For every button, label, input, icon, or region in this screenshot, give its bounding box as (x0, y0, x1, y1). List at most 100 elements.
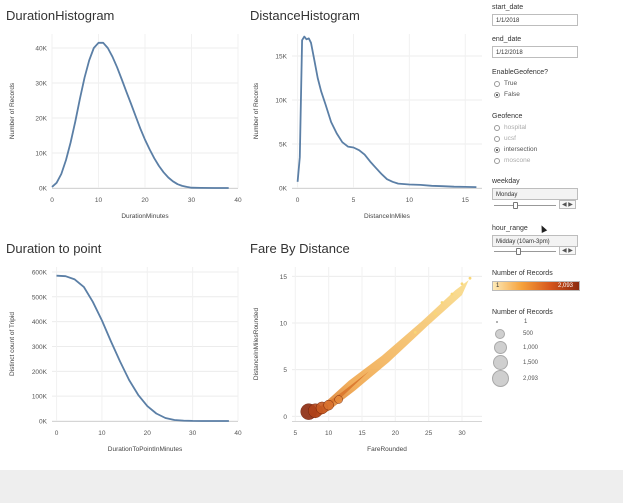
y-tick-label: 500K (32, 294, 48, 301)
size-legend-label: 2,093 (523, 375, 539, 382)
y-tick-label: 5 (283, 367, 287, 374)
x-tick-label: 0 (50, 197, 54, 204)
x-tick-label: 40 (234, 430, 242, 437)
y-tick-label: 15 (280, 274, 288, 281)
radio-icon (494, 135, 500, 142)
scatter-point[interactable] (468, 276, 472, 280)
bottom-band (0, 470, 623, 503)
radio-selected-icon (494, 91, 500, 98)
size-dot-icon (493, 355, 508, 370)
y-tick-label: 30K (35, 81, 47, 88)
x-tick-label: 0 (55, 430, 59, 437)
x-tick-label: 10 (95, 197, 103, 204)
size-dot-icon (496, 321, 498, 323)
x-tick-label: 30 (189, 430, 197, 437)
x-tick-label: 5 (352, 197, 356, 204)
series-line[interactable] (51, 41, 229, 189)
start-date-input[interactable]: 1/1/2018 (492, 14, 578, 26)
hour-range-label: hour_range (492, 225, 528, 232)
end-date-label: end_date (492, 36, 522, 43)
y-tick-label: 400K (32, 319, 48, 326)
radio-icon (494, 124, 500, 131)
x-tick-label: 0 (296, 197, 300, 204)
size-dot-icon (492, 370, 509, 387)
scatter-point[interactable] (460, 282, 464, 286)
sheet-title-fare-by-distance: Fare By Distance (250, 241, 350, 256)
geofence-option-moscone[interactable]: moscone (494, 157, 530, 164)
y-tick-label: 40K (35, 46, 47, 53)
radio-selected-icon (494, 146, 500, 153)
size-legend-item: 500 (495, 329, 533, 339)
weekday-value[interactable]: Monday (492, 188, 578, 200)
fare-by-distance-chart[interactable]: 0 5 10 15 5 10 15 20 25 30 FareRounded DistanceInMi… (244, 259, 488, 465)
size-legend-label: 1,000 (523, 344, 539, 351)
x-tick-label: 20 (141, 197, 149, 204)
x-tick-label: 30 (458, 430, 466, 437)
y-tick-label: 15K (275, 54, 287, 61)
size-legend-item: 1,500 (493, 355, 538, 370)
x-tick-label: 15 (462, 197, 470, 204)
scatter-point[interactable] (323, 399, 334, 411)
size-legend-label: 1 (524, 319, 528, 325)
y-tick-label: 20K (35, 116, 47, 123)
enable-geofence-option-false[interactable]: False (494, 91, 520, 98)
y-tick-label: 0K (39, 419, 48, 426)
size-legend-label: 1,500 (523, 359, 539, 366)
hour-range-value[interactable]: Midday (10am-3pm) (492, 235, 578, 247)
distance-histogram-chart[interactable]: 0K 5K 10K 15K 0 5 10 15 DistanceInMiles Number of… (244, 26, 488, 226)
scatter-point[interactable] (450, 292, 454, 296)
scatter-marks[interactable] (300, 276, 472, 420)
size-legend-title: Number of Records (492, 309, 553, 316)
sheet-title-distance-histogram: DistanceHistogram (250, 8, 360, 23)
option-label: moscone (504, 157, 531, 164)
duration-to-point-chart[interactable]: 0K 100K 200K 300K 400K 500K 600K 0 10 20 30 40 Durat… (0, 259, 244, 465)
size-legend-item: 2,093 (492, 370, 538, 387)
hour-range-slider-handle[interactable] (516, 248, 521, 255)
option-label: intersection (504, 146, 538, 153)
y-tick-label: 10K (35, 151, 47, 158)
scatter-point[interactable] (413, 330, 417, 334)
geofence-option-hospital[interactable]: hospital (494, 124, 526, 131)
geofence-option-ucsf[interactable]: ucsf (494, 135, 516, 142)
series-line[interactable] (296, 35, 477, 188)
start-date-label: start_date (492, 4, 524, 11)
x-axis-title: DistanceInMiles (364, 213, 411, 220)
x-tick-label: 30 (188, 197, 196, 204)
color-legend-bar (492, 281, 580, 291)
scatter-point[interactable] (440, 301, 444, 304)
weekday-slider-handle[interactable] (513, 202, 518, 209)
x-tick-label: 40 (234, 197, 242, 204)
x-tick-label: 20 (144, 430, 152, 437)
enable-geofence-option-true[interactable]: True (494, 80, 517, 87)
weekday-slider-track[interactable] (494, 205, 556, 206)
geofence-option-intersection[interactable]: intersection (494, 146, 537, 153)
series-line[interactable] (56, 274, 229, 422)
y-tick-label: 600K (32, 269, 48, 276)
mouse-cursor-icon (538, 224, 548, 233)
x-tick-label: 25 (425, 430, 433, 437)
end-date-input[interactable]: 1/12/2018 (492, 46, 578, 58)
y-tick-label: 5K (279, 142, 288, 149)
size-dot-icon (495, 329, 505, 339)
x-tick-label: 5 (294, 430, 298, 437)
scatter-point[interactable] (334, 395, 343, 404)
hour-range-stepper[interactable]: ◀ ▶ (559, 246, 576, 255)
y-tick-label: 300K (32, 344, 48, 351)
scatter-density-band (308, 280, 469, 419)
x-tick-label: 10 (98, 430, 106, 437)
y-tick-label: 10K (275, 98, 287, 105)
color-legend-title: Number of Records (492, 270, 553, 277)
x-axis-title: DurationToPointInMinutes (108, 446, 183, 453)
radio-icon (494, 80, 500, 87)
hour-range-slider-track[interactable] (494, 251, 556, 252)
size-legend-label: 500 (523, 331, 534, 337)
x-tick-label: 10 (325, 430, 333, 437)
enable-geofence-label: EnableGeofence? (492, 69, 549, 76)
color-legend-max: 2,093 (558, 283, 574, 289)
weekday-stepper[interactable]: ◀ ▶ (559, 200, 576, 209)
scatter-point[interactable] (433, 312, 437, 316)
duration-histogram-chart[interactable]: 0K 10K 20K 30K 40K 0 10 20 30 40 DurationMinutes Nu… (0, 26, 244, 226)
y-tick-label: 10 (280, 321, 288, 328)
radio-icon (494, 157, 500, 164)
sheet-title-duration-histogram: DurationHistogram (6, 8, 115, 23)
